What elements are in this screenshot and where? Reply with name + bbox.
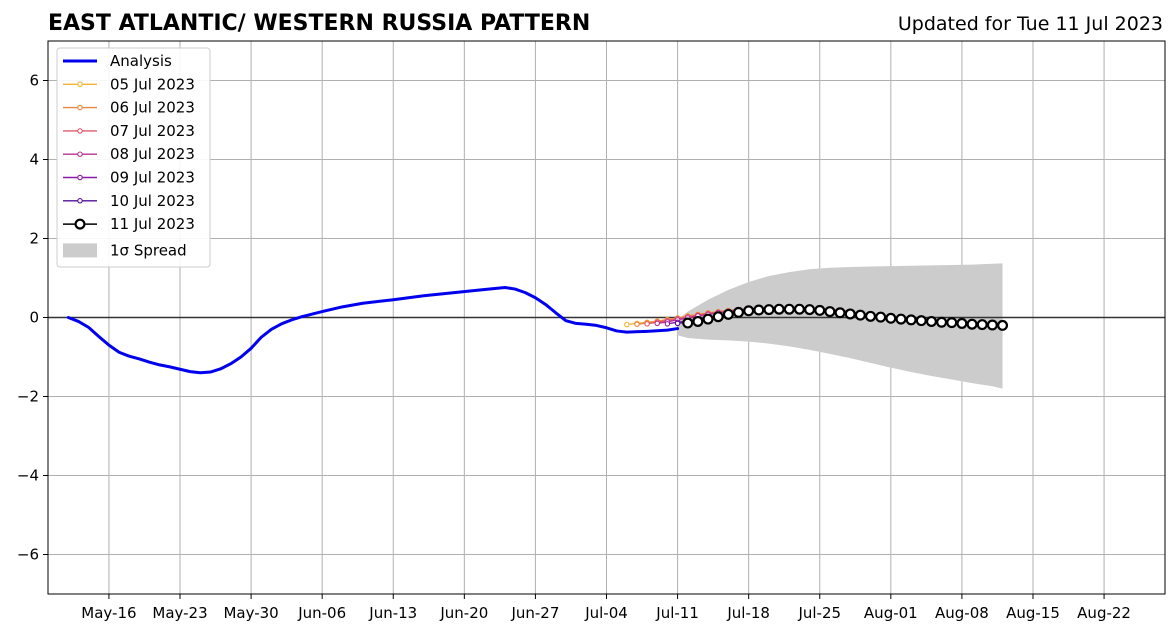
- x-tick-label: Jun-06: [297, 604, 346, 622]
- x-tick-label: Jun-20: [439, 604, 488, 622]
- forecast-point: [664, 321, 671, 327]
- legend-swatch-marker: [77, 128, 83, 134]
- forecast-point: [644, 321, 650, 327]
- forecast-point: [976, 319, 988, 331]
- legend-label: 05 Jul 2023: [110, 75, 195, 93]
- forecast-point: [946, 317, 958, 329]
- y-tick-label: 2: [29, 230, 39, 248]
- y-tick-label: 0: [29, 309, 39, 327]
- legend-swatch-marker: [77, 198, 83, 204]
- y-tick-label: −6: [17, 546, 39, 564]
- y-tick-label: −2: [17, 388, 39, 406]
- forecast-point: [844, 308, 856, 320]
- forecast-point: [624, 321, 630, 328]
- forecast-point: [997, 319, 1009, 331]
- series-7: [682, 303, 1009, 331]
- x-tick-label: Jul-11: [655, 604, 699, 622]
- forecast-point: [783, 303, 795, 315]
- forecast-point: [702, 313, 714, 325]
- legend-label: Analysis: [110, 52, 172, 70]
- axis-ticks: May-16 May-23 May-30 Jun-06 Jun-13 Jun-20 Jun-…: [17, 72, 1131, 623]
- y-tick-label: 6: [29, 72, 39, 90]
- y-tick-label: −4: [17, 467, 39, 485]
- forecast-point: [712, 311, 724, 323]
- x-tick-label: Jul-18: [726, 604, 770, 622]
- legend-label: 07 Jul 2023: [110, 122, 195, 140]
- forecast-point: [834, 307, 846, 319]
- series-0: [66, 285, 680, 375]
- x-tick-label: Aug-08: [935, 604, 989, 622]
- forecast-point: [753, 304, 765, 316]
- y-tick-label: 4: [29, 151, 39, 169]
- forecast-point: [925, 315, 937, 327]
- legend-label: 11 Jul 2023: [110, 215, 195, 233]
- forecast-point: [895, 313, 907, 325]
- forecast-point: [936, 316, 948, 328]
- legend-swatch-marker: [77, 174, 83, 181]
- forecast-point: [824, 306, 836, 318]
- forecast-point: [865, 310, 877, 322]
- forecast-point: [733, 306, 745, 318]
- forecast-point: [814, 304, 826, 316]
- x-tick-label: Jun-27: [510, 604, 559, 622]
- x-tick-label: May-30: [223, 604, 278, 622]
- x-tick-label: May-16: [81, 604, 136, 622]
- forecast-point: [905, 314, 917, 326]
- forecast-point: [722, 308, 734, 320]
- forecast-point: [804, 304, 816, 316]
- x-tick-label: Aug-15: [1006, 604, 1060, 622]
- forecast-point: [743, 305, 755, 317]
- legend-swatch-spread: [63, 243, 97, 258]
- x-tick-label: Aug-01: [864, 604, 918, 622]
- series-layer: [66, 285, 1009, 375]
- legend-swatch-marker: [77, 151, 83, 157]
- legend-swatch-marker: [77, 81, 83, 88]
- updated-label: Updated for Tue 11 Jul 2023: [898, 13, 1163, 35]
- legend-swatch-marker: [77, 104, 83, 111]
- forecast-point: [854, 309, 866, 321]
- x-tick-label: Jul-25: [797, 604, 841, 622]
- x-tick-label: Aug-22: [1077, 604, 1131, 622]
- forecast-point: [682, 317, 694, 329]
- forecast-point: [956, 317, 968, 329]
- analysis-line: [66, 285, 680, 375]
- forecast-point: [692, 315, 704, 327]
- forecast-point: [885, 312, 897, 324]
- spread-band: [677, 263, 1003, 389]
- spread-band-layer: [677, 263, 1003, 389]
- legend-swatch-marker: [74, 218, 86, 230]
- x-tick-label: Jun-13: [368, 604, 417, 622]
- legend: Analysis 05 Jul 2023 06 Jul 2023 07 Jul 202…: [56, 47, 211, 268]
- forecast-point: [763, 304, 775, 316]
- forecast-point: [773, 303, 785, 315]
- legend-label: 1σ Spread: [110, 241, 187, 259]
- forecast-point: [986, 319, 998, 331]
- forecast-point: [654, 320, 661, 327]
- forecast-point: [915, 315, 927, 327]
- forecast-point: [966, 318, 978, 330]
- chart-title: EAST ATLANTIC/ WESTERN RUSSIA PATTERN: [48, 11, 590, 36]
- legend-label: 09 Jul 2023: [110, 169, 195, 187]
- x-tick-label: Jul-04: [584, 604, 628, 622]
- forecast-point: [875, 311, 887, 323]
- legend-box: [56, 47, 211, 268]
- forecast-point: [793, 303, 805, 315]
- forecast-point: [674, 320, 681, 327]
- legend-label: 08 Jul 2023: [110, 145, 195, 163]
- forecast-point: [634, 321, 640, 327]
- legend-label: 06 Jul 2023: [110, 99, 195, 117]
- x-tick-label: May-23: [152, 604, 207, 622]
- legend-label: 10 Jul 2023: [110, 192, 195, 210]
